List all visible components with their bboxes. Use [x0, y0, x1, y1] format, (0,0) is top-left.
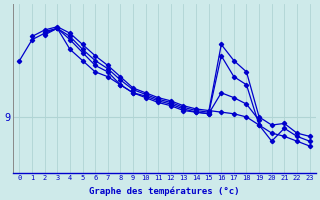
X-axis label: Graphe des températures (°c): Graphe des températures (°c)	[89, 186, 240, 196]
